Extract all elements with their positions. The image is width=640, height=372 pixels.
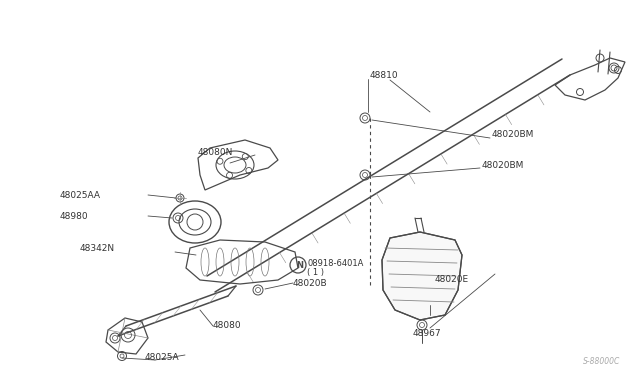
Text: 48025A: 48025A [145, 353, 180, 362]
Text: 48020E: 48020E [435, 276, 469, 285]
Text: 48020B: 48020B [293, 279, 328, 288]
Text: 48020BM: 48020BM [482, 160, 524, 170]
Text: 48080: 48080 [213, 321, 242, 330]
Polygon shape [382, 232, 462, 320]
Text: 48980: 48980 [60, 212, 88, 221]
Text: 48025AA: 48025AA [60, 190, 101, 199]
Text: ( 1 ): ( 1 ) [307, 267, 324, 276]
Text: 48967: 48967 [413, 328, 442, 337]
Text: 48020BM: 48020BM [492, 129, 534, 138]
Text: N: N [296, 260, 303, 269]
Text: 48810: 48810 [370, 71, 399, 80]
Text: 48080N: 48080N [198, 148, 234, 157]
Text: 48342N: 48342N [80, 244, 115, 253]
Text: S-88000C: S-88000C [582, 357, 620, 366]
Text: 08918-6401A: 08918-6401A [307, 259, 364, 267]
